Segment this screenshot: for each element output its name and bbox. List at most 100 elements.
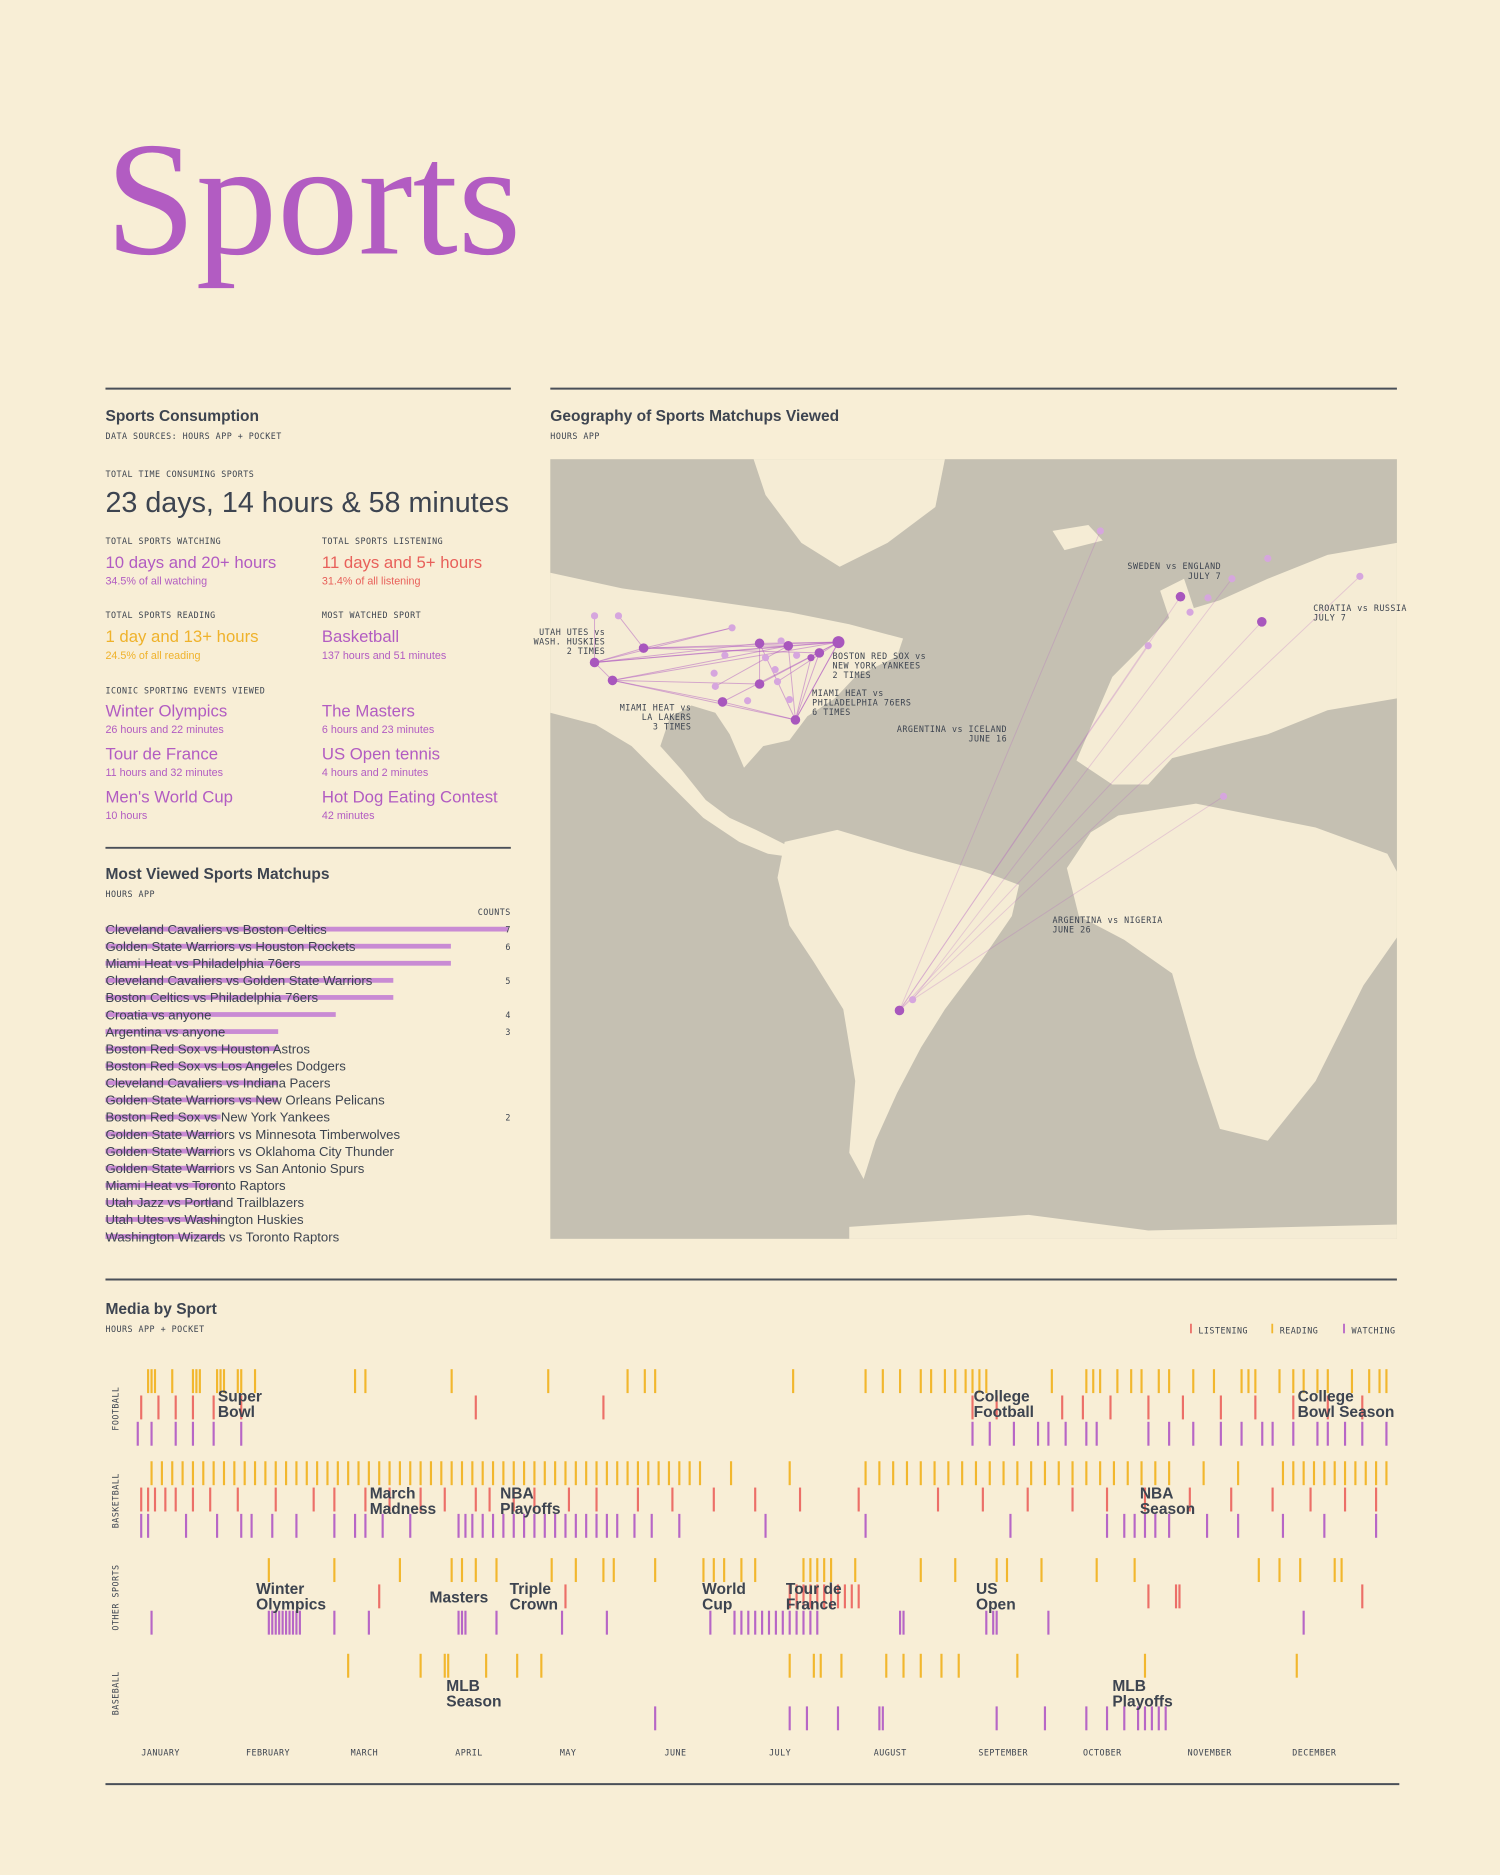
event-tick [992,1610,995,1635]
map-point [711,682,719,690]
legend-swatch [1190,1323,1192,1334]
map-annotation: 2 TIMES [833,670,872,680]
map-point [777,637,785,645]
count-label: 3 [505,1027,511,1037]
map-annotation: JULY 7 [1313,613,1346,623]
map-point [793,651,801,659]
event-tick [654,1558,657,1583]
event-tick [754,1610,757,1635]
event-tick [388,1487,391,1512]
event-tick [233,1461,236,1486]
stat-note: 31.4% of all listening [322,576,421,588]
event-tick [1043,1461,1047,1486]
month-label: AUGUST [874,1747,907,1757]
event-tick [267,1558,270,1583]
event-tick [291,1610,295,1635]
map-link [912,795,1224,1001]
event-tick [1043,1706,1047,1731]
event-tick [457,1513,460,1538]
event-tick [1140,1461,1143,1486]
map-link [899,621,1263,1011]
event-tick [1009,1513,1012,1538]
event-tick [1350,1369,1354,1394]
event-tick [1354,1461,1357,1486]
event-tick [864,1513,867,1538]
event-tick [1178,1584,1181,1609]
stat-label: TOTAL TIME CONSUMING SPORTS [105,469,254,479]
event-tick [140,1487,143,1512]
map-annotation: JULY 7 [1188,571,1221,581]
event-tick [481,1461,484,1486]
event-tick [830,1558,833,1583]
event-tick [1105,1513,1109,1538]
event-tick [1281,1513,1285,1538]
event-tick [347,1653,350,1678]
event-tick [1005,1558,1009,1583]
event-tick [864,1461,867,1486]
event-tick [919,1558,922,1583]
stat-value: 11 days and 5+ hours [322,553,482,572]
event-time: 6 hours and 23 minutes [322,724,434,736]
map-link [594,641,839,663]
event-tick [850,1584,853,1609]
event-tick [312,1487,315,1512]
event-tick [464,1513,467,1538]
event-tick [957,1653,960,1678]
event-tick [1040,1558,1043,1583]
event-tick [729,1461,733,1486]
event-tick [1105,1487,1109,1512]
event-tick [781,1610,784,1635]
map-annotation: ARGENTINA vs NIGERIA [1053,915,1163,925]
event-tick [574,1513,577,1538]
map-link [715,645,789,687]
event-tick [667,1461,671,1486]
annotation: NBA [1140,1485,1174,1502]
event-tick [816,1558,819,1583]
event-tick [1385,1421,1388,1446]
event-tick [429,1461,433,1486]
event-tick [723,1558,726,1583]
event-tick [1230,1487,1233,1512]
event-tick [1316,1369,1319,1394]
event-tick [816,1610,819,1635]
event-tick [222,1369,226,1394]
event-tick [595,1513,598,1538]
annotation: College [974,1388,1030,1405]
event-tick [1271,1421,1274,1446]
event-tick [150,1610,153,1635]
event-tick [1064,1421,1067,1446]
event-tick [333,1610,336,1635]
event-tick [885,1653,888,1678]
event-tick [1278,1558,1281,1583]
stat-label: MOST WATCHED SPORT [322,610,421,620]
event-tick [754,1558,757,1583]
event-tick [943,1369,946,1394]
event-tick [157,1395,160,1420]
event-tick [502,1513,505,1538]
event-tick [150,1421,153,1446]
bar [105,1199,221,1205]
event-tick [802,1584,805,1609]
annotation: Tour de [786,1581,842,1598]
event-tick [191,1421,195,1446]
map-link [643,647,820,654]
event-tick [174,1421,177,1446]
count-label: 6 [505,942,511,952]
map-link [612,679,723,703]
event-tick [1333,1558,1336,1583]
map-link [722,701,796,721]
event-tick [1302,1369,1305,1394]
event-tick [978,1369,981,1394]
event-tick [702,1558,705,1583]
map-point [590,612,599,620]
event-tick [378,1584,381,1609]
event-tick [809,1610,812,1635]
month-label: JANUARY [141,1747,180,1757]
map-link [787,645,796,720]
event-tick [788,1706,791,1731]
month-label: MARCH [351,1747,379,1757]
annotation: Madness [370,1501,436,1518]
bar [105,1131,221,1137]
event-tick [543,1513,546,1538]
